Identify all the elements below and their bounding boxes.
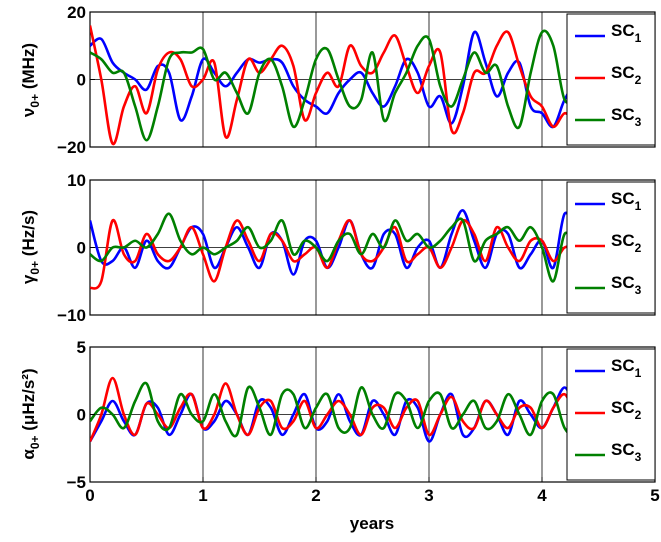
panel-alpha-series — [90, 376, 655, 443]
panel-gamma-legend: SC1 SC2 SC3 — [566, 181, 656, 314]
legend-label: SC3 — [611, 273, 642, 297]
series-line-sc3 — [90, 212, 655, 283]
x-tick-label: 3 — [424, 486, 433, 505]
y-tick-label: 0 — [77, 406, 86, 425]
series-line-sc2 — [90, 376, 655, 443]
panel-nu-legend: SC1 SC2 SC3 — [566, 13, 656, 146]
panel-nu-ylabel: ν0+ (MHz) — [19, 43, 42, 117]
panel-gamma: γ0+ (Hz/s) 10 0 −10 SC1 SC2 SC3 — [19, 171, 656, 325]
legend-label: SC1 — [611, 356, 642, 380]
legend-label: SC2 — [611, 63, 642, 87]
panel-nu: ν0+ (MHz) 20 0 −20 SC1 SC2 SC3 — [19, 3, 656, 157]
legend-label: SC1 — [611, 189, 642, 213]
y-tick-label: 20 — [67, 3, 86, 22]
y-tick-label: 10 — [67, 171, 86, 190]
panel-nu-yticks: 20 0 −20 — [57, 3, 95, 157]
panel-alpha-xticks: 0 1 2 3 4 5 — [85, 477, 660, 505]
series-line-sc3 — [90, 381, 655, 438]
series-line-sc1 — [90, 30, 655, 129]
panel-gamma-yticks: 10 0 −10 — [57, 171, 95, 325]
legend-label: SC2 — [611, 231, 642, 255]
x-tick-label: 0 — [85, 486, 94, 505]
legend-label: SC2 — [611, 398, 642, 422]
x-tick-label: 5 — [650, 486, 659, 505]
panel-gamma-series — [90, 209, 655, 290]
panel-gamma-ylabel: γ0+ (Hz/s) — [19, 210, 42, 284]
series-line-sc2 — [90, 25, 655, 146]
y-tick-label: 5 — [77, 338, 86, 357]
x-axis-label: years — [350, 514, 394, 533]
panel-nu-series — [90, 17, 655, 146]
y-tick-label: −5 — [67, 473, 86, 492]
x-tick-label: 1 — [198, 486, 207, 505]
y-tick-label: −20 — [57, 138, 86, 157]
x-tick-label: 2 — [311, 486, 320, 505]
panel-alpha-legend: SC1 SC2 SC3 — [566, 348, 656, 481]
series-line-sc3 — [90, 17, 655, 142]
y-tick-label: 0 — [77, 71, 86, 90]
x-tick-label: 4 — [537, 486, 547, 505]
legend-label: SC1 — [611, 21, 642, 45]
panel-alpha-yticks: 5 0 −5 — [67, 338, 95, 492]
y-tick-label: 0 — [77, 239, 86, 258]
series-line-sc1 — [90, 386, 655, 443]
legend-label: SC3 — [611, 105, 642, 129]
panel-alpha-ylabel: α0+ (μHz/s²) — [19, 368, 42, 459]
y-tick-label: −10 — [57, 306, 86, 325]
legend-label: SC3 — [611, 440, 642, 464]
